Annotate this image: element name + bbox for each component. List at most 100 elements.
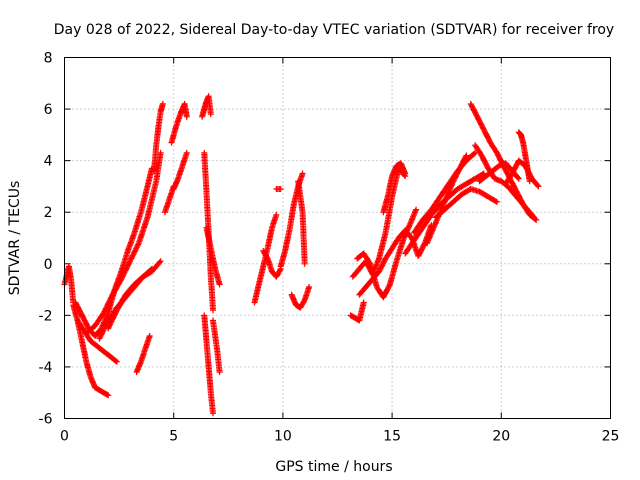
data-point — [88, 339, 101, 350]
data-point — [420, 211, 435, 230]
chart-title: Day 028 of 2022, Sidereal Day-to-day VTE… — [54, 22, 614, 38]
data-point — [205, 94, 214, 118]
data-point — [424, 224, 437, 245]
data-point — [437, 193, 450, 214]
data-point — [302, 284, 313, 302]
data-point — [488, 140, 500, 156]
series-arc9 — [151, 100, 166, 174]
plot-frame — [64, 57, 611, 419]
data-point — [398, 161, 409, 177]
data-point — [295, 179, 306, 216]
data-point — [207, 275, 216, 314]
data-point — [474, 115, 487, 133]
x-tick-label: 5 — [169, 429, 178, 445]
data-point — [101, 390, 112, 399]
data-point — [101, 291, 116, 315]
data-point — [110, 276, 125, 297]
gridlines — [64, 57, 611, 419]
data-point — [411, 224, 426, 243]
data-point — [383, 245, 396, 261]
data-point — [363, 276, 376, 289]
series-arc35 — [476, 160, 522, 185]
data-point — [83, 360, 94, 381]
y-tick-labels: -6 -4 -2 0 2 4 6 8 — [39, 51, 53, 428]
data-point — [97, 317, 112, 341]
series-arc22 — [288, 284, 313, 311]
series-arc19 — [260, 247, 284, 280]
data-point — [420, 206, 435, 222]
data-point — [431, 209, 444, 230]
data-point — [450, 165, 463, 183]
series-arc24 — [347, 299, 367, 324]
data-marks — [61, 93, 542, 417]
data-point — [95, 344, 107, 355]
data-point — [382, 193, 396, 235]
data-point — [79, 339, 90, 365]
data-point — [132, 273, 147, 287]
data-point — [158, 100, 166, 114]
data-point — [512, 192, 524, 205]
data-point — [265, 257, 275, 275]
series-arc8 — [133, 333, 153, 376]
y-tick-label: 6 — [44, 102, 53, 118]
data-point — [442, 198, 457, 212]
data-point — [469, 186, 483, 195]
data-point — [179, 149, 190, 168]
data-point — [468, 102, 481, 120]
data-point — [484, 168, 496, 179]
x-tick-label: 20 — [492, 429, 510, 445]
data-point — [455, 180, 470, 192]
series-arc15 — [201, 312, 216, 417]
data-point — [429, 201, 444, 217]
data-point — [525, 207, 538, 221]
data-point — [518, 200, 531, 213]
data-point — [264, 224, 275, 250]
data-point — [481, 128, 494, 146]
data-point — [457, 152, 470, 171]
data-point — [210, 319, 219, 339]
series-arc11 — [168, 100, 190, 146]
data-point — [376, 255, 389, 274]
y-tick-label: 4 — [44, 154, 53, 170]
y-tick-label: 2 — [44, 205, 53, 221]
series-arc29 — [402, 170, 487, 257]
data-point — [505, 184, 518, 198]
data-point — [142, 333, 153, 351]
data-point — [464, 175, 479, 187]
series-arc17 — [203, 224, 223, 288]
data-point — [407, 206, 420, 227]
series-arc5 — [83, 149, 164, 337]
data-point — [444, 178, 457, 199]
y-axis-label: SDTVAR / TECUs — [7, 181, 23, 296]
data-point — [125, 229, 138, 253]
data-point — [138, 183, 151, 214]
data-point — [212, 334, 221, 355]
data-point — [119, 258, 133, 281]
x-axis-label: GPS time / hours — [275, 459, 392, 475]
y-tick-label: -2 — [39, 308, 53, 324]
data-point — [269, 211, 280, 230]
data-point — [289, 293, 299, 308]
series-arc27 — [356, 222, 435, 298]
y-tick-label: -6 — [39, 412, 53, 428]
data-point — [114, 291, 129, 312]
y-tick-label: 8 — [44, 51, 53, 67]
data-point — [376, 229, 389, 261]
data-point — [356, 299, 367, 322]
data-point — [381, 281, 393, 299]
data-point — [168, 124, 179, 145]
data-point — [524, 166, 533, 185]
data-point — [136, 214, 151, 245]
data-point — [141, 265, 155, 279]
data-point — [529, 176, 542, 190]
data-point — [389, 235, 402, 250]
data-point — [403, 237, 417, 256]
data-point — [205, 365, 214, 396]
data-point — [516, 130, 524, 138]
data-point — [75, 318, 88, 334]
data-point — [201, 151, 210, 195]
data-point — [393, 237, 406, 263]
data-point — [389, 165, 402, 199]
